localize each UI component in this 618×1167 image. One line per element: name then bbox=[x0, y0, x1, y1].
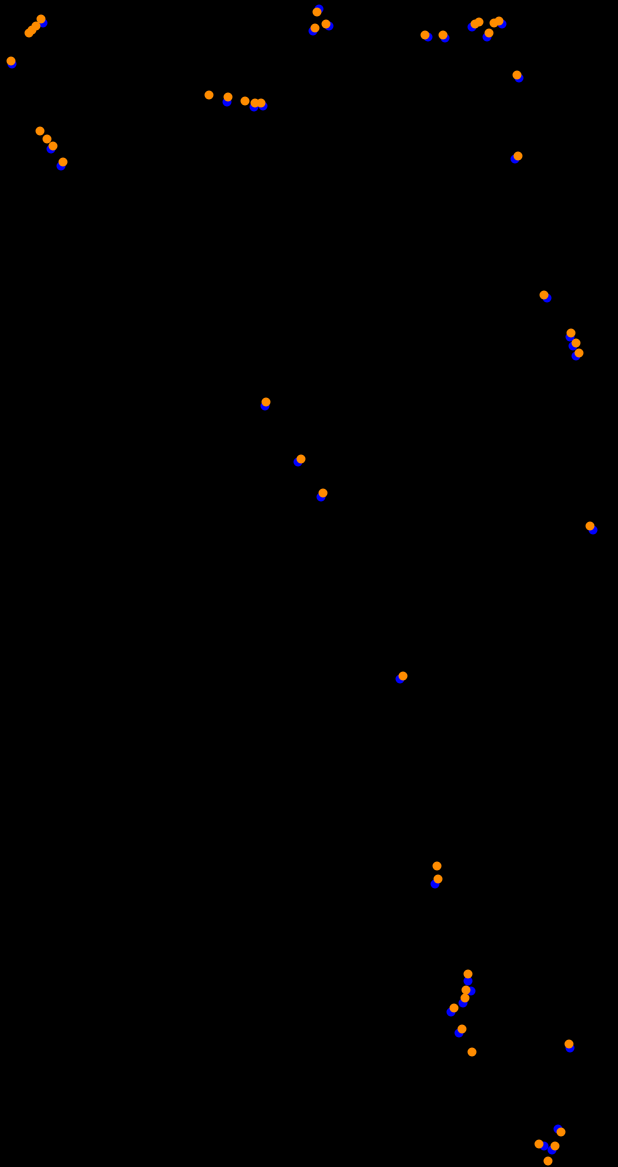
orange-marker-dot bbox=[433, 874, 443, 884]
orange-marker-dot bbox=[449, 1003, 459, 1013]
orange-marker-dot bbox=[574, 348, 584, 358]
blue-marker-dot bbox=[463, 976, 473, 986]
orange-marker-dot bbox=[556, 1127, 566, 1137]
orange-marker-dot bbox=[58, 157, 68, 167]
orange-marker-dot bbox=[550, 1141, 560, 1151]
orange-marker-dot bbox=[571, 338, 581, 348]
orange-marker-dot bbox=[318, 488, 328, 498]
orange-marker-dot bbox=[48, 141, 58, 151]
orange-marker-dot bbox=[432, 861, 442, 871]
orange-marker-dot bbox=[398, 671, 408, 681]
orange-marker-dot bbox=[420, 30, 430, 40]
orange-marker-dot bbox=[296, 454, 306, 464]
orange-marker-dot bbox=[461, 985, 471, 995]
orange-marker-dot bbox=[566, 328, 576, 338]
orange-marker-dot bbox=[494, 16, 504, 26]
orange-marker-dot bbox=[484, 28, 494, 38]
orange-marker-dot bbox=[312, 7, 322, 17]
orange-marker-dot bbox=[36, 14, 46, 24]
orange-marker-dot bbox=[438, 30, 448, 40]
orange-marker-dot bbox=[513, 151, 523, 161]
orange-marker-dot bbox=[463, 969, 473, 979]
orange-marker-dot bbox=[512, 70, 522, 80]
orange-marker-dot bbox=[42, 134, 52, 144]
orange-marker-dot bbox=[35, 126, 45, 136]
orange-marker-dot bbox=[474, 17, 484, 27]
orange-marker-dot bbox=[457, 1024, 467, 1034]
orange-marker-dot bbox=[539, 290, 549, 300]
orange-marker-dot bbox=[240, 96, 250, 106]
orange-marker-dot bbox=[321, 19, 331, 29]
orange-marker-dot bbox=[223, 92, 233, 102]
orange-marker-dot bbox=[534, 1139, 544, 1149]
orange-marker-dot bbox=[564, 1039, 574, 1049]
orange-marker-dot bbox=[204, 90, 214, 100]
orange-marker-dot bbox=[310, 23, 320, 33]
orange-marker-dot bbox=[467, 1047, 477, 1057]
orange-marker-dot bbox=[261, 397, 271, 407]
orange-marker-dot bbox=[543, 1156, 553, 1166]
orange-marker-dot bbox=[585, 521, 595, 531]
orange-marker-dot bbox=[460, 993, 470, 1003]
orange-marker-dot bbox=[256, 98, 266, 108]
orange-marker-dot bbox=[6, 56, 16, 66]
orange-marker-dot bbox=[24, 28, 34, 38]
